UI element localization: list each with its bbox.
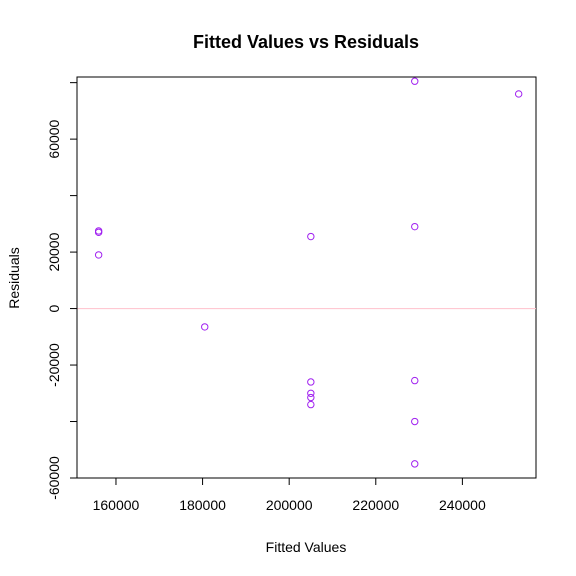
data-point — [411, 376, 419, 385]
data-point — [307, 389, 315, 397]
data-point — [307, 393, 315, 402]
data-point — [411, 417, 419, 426]
y-tick-label: -60000 — [46, 456, 62, 500]
x-tick-label: 200000 — [266, 497, 313, 513]
data-point — [411, 77, 419, 85]
x-tick-label: 220000 — [352, 497, 399, 513]
data-point — [201, 323, 209, 331]
x-axis: 160000 180000 200000 220000 240000 — [93, 477, 486, 513]
y-tick-label: -20000 — [46, 343, 62, 387]
y-tick-label: 0 — [46, 304, 62, 312]
data-point — [411, 460, 419, 468]
x-tick-label: 240000 — [439, 497, 486, 513]
data-point — [307, 400, 315, 409]
y-axis-label: Residuals — [6, 247, 22, 308]
data-point — [307, 378, 315, 386]
x-tick-label: 180000 — [179, 497, 226, 513]
data-point — [514, 90, 523, 98]
y-tick-label: 60000 — [46, 119, 62, 158]
y-axis: -60000 -20000 0 20000 60000 — [46, 82, 78, 500]
x-axis-label: Fitted Values — [266, 539, 347, 555]
data-point — [94, 251, 103, 259]
chart-title: Fitted Values vs Residuals — [193, 32, 419, 52]
y-tick-label: 20000 — [46, 232, 62, 271]
plot-frame — [76, 76, 537, 479]
data-point — [307, 232, 315, 241]
data-point — [411, 222, 419, 231]
x-tick-label: 160000 — [93, 497, 140, 513]
data-point — [94, 228, 103, 237]
data-points — [94, 77, 523, 468]
